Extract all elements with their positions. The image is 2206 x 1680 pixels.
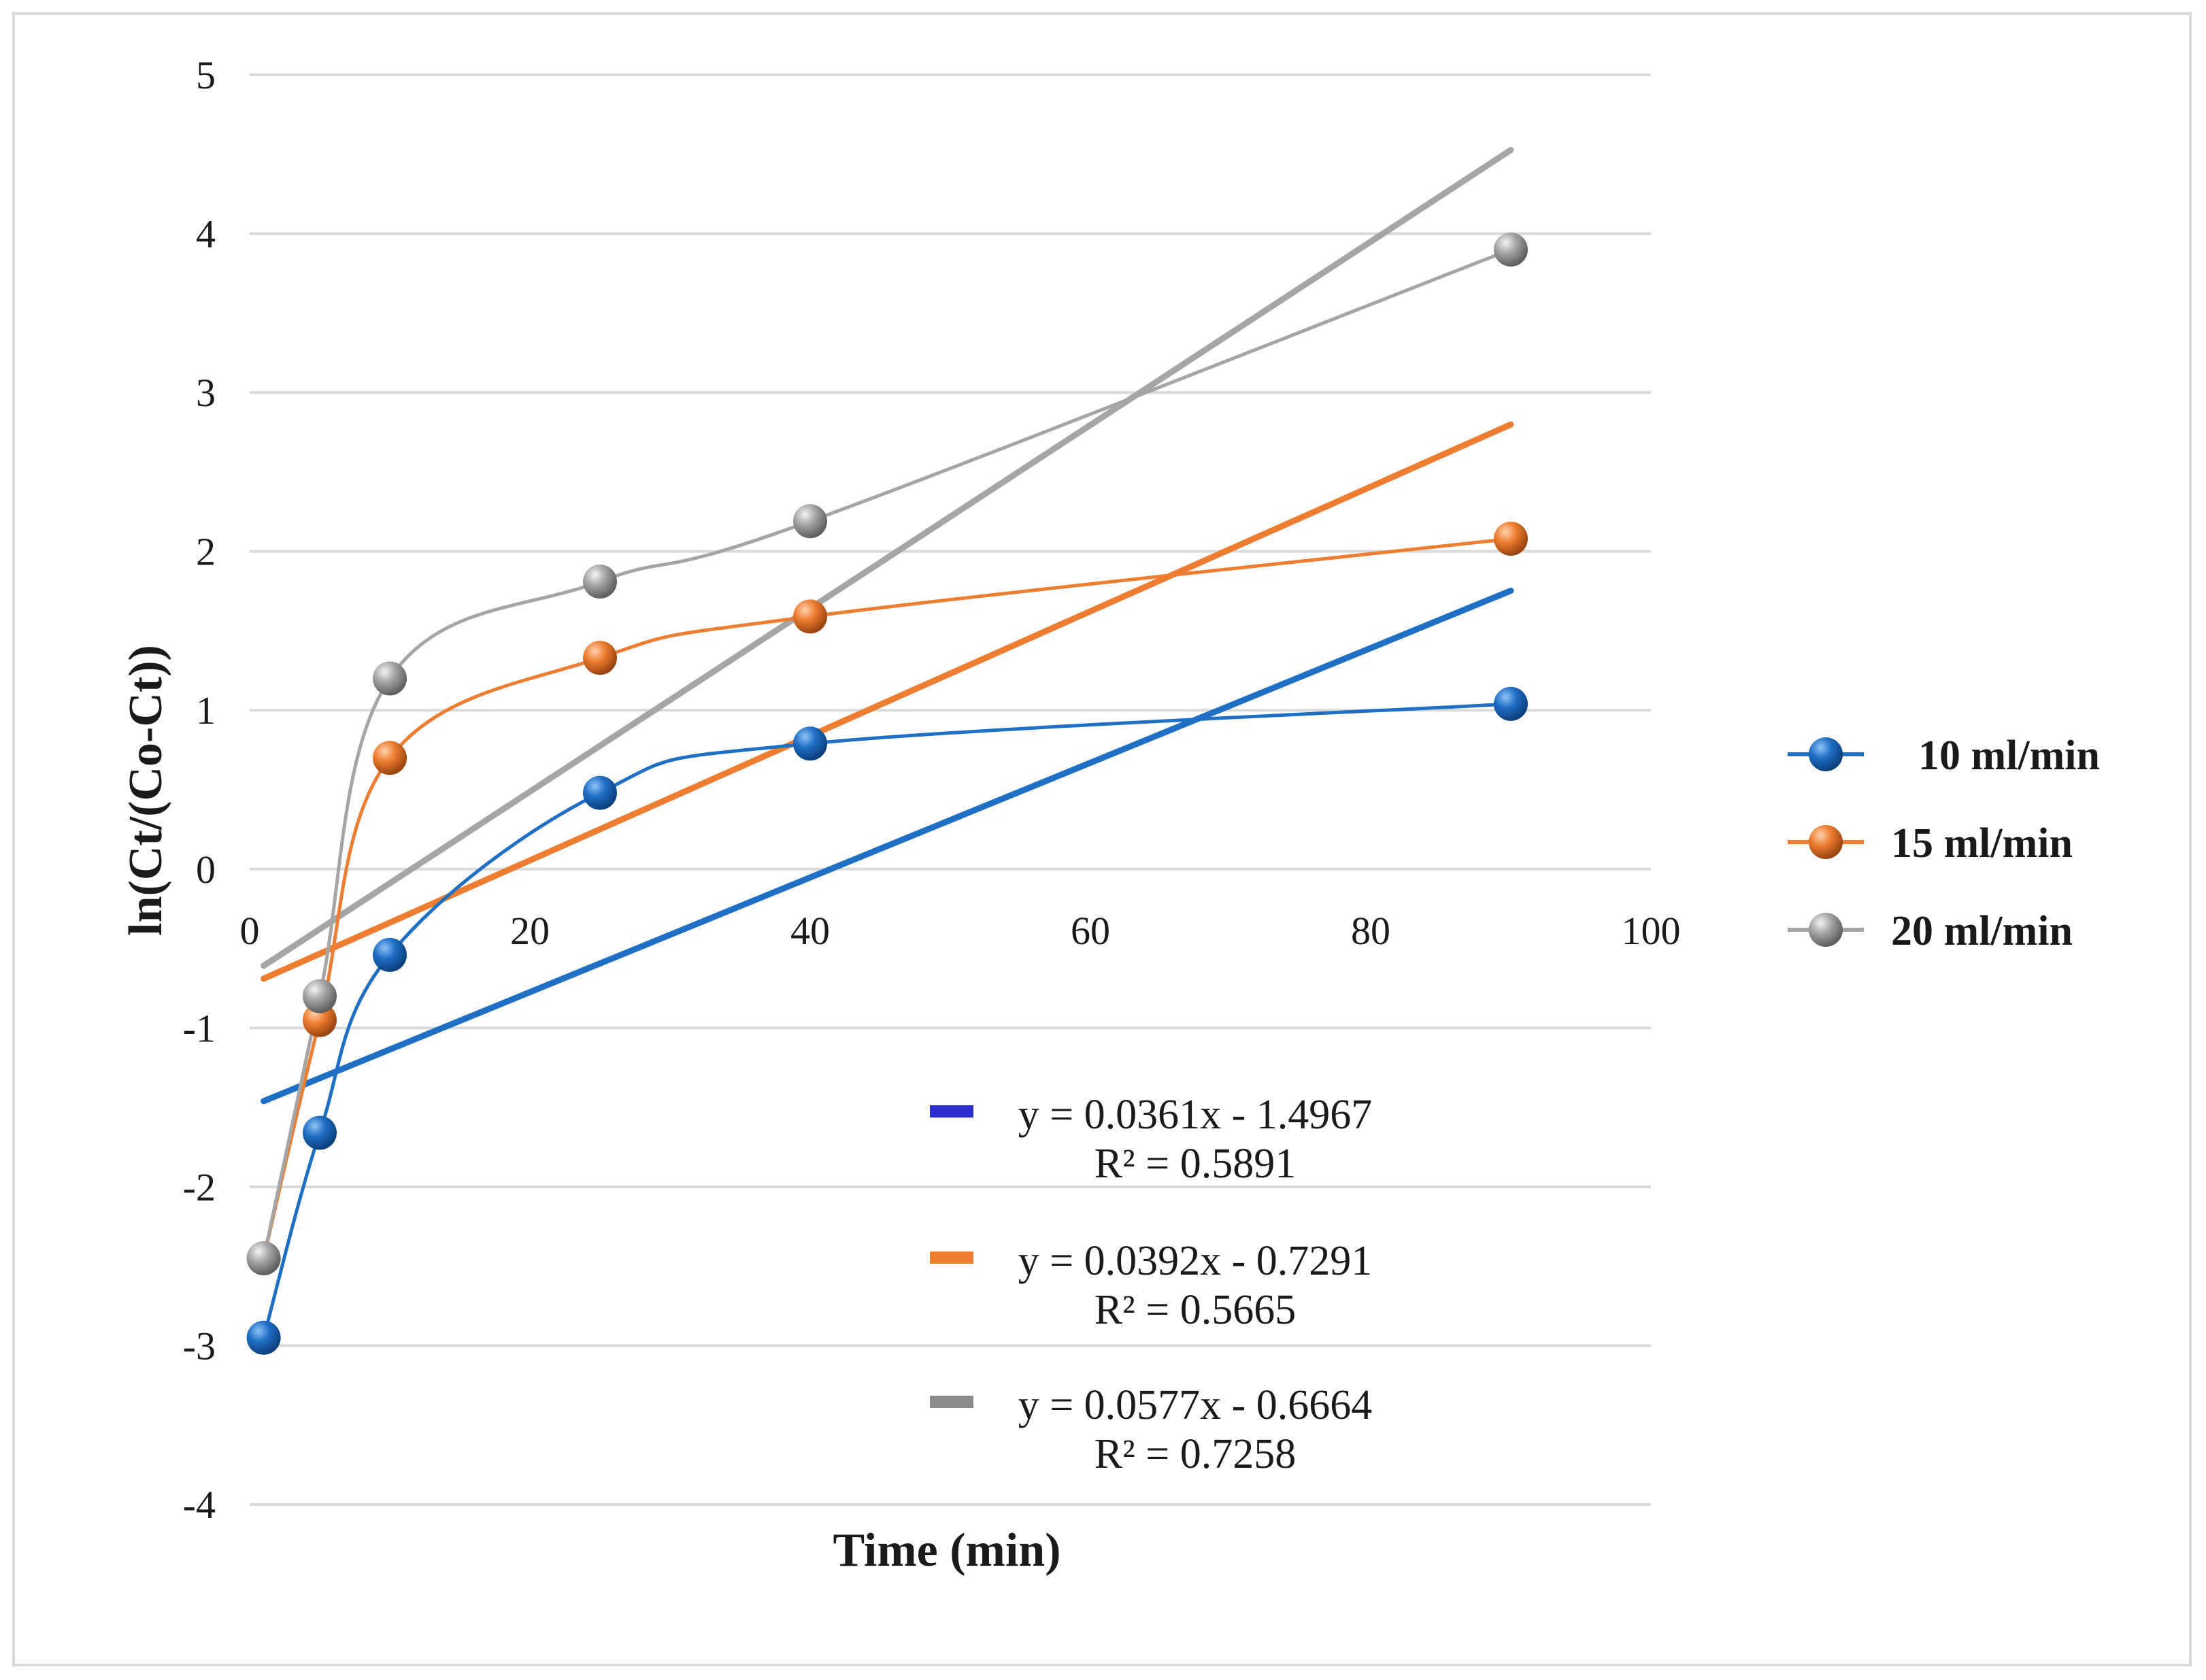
chart-frame: -4 -3 -2 -1 0 1 2 3 4 5 0 20 40 60 80 100 10 ml/min 15 … — [12, 12, 2192, 1666]
legend: 10 ml/min 15 ml/min 20 ml/min — [1788, 733, 2100, 954]
point-series-2 — [373, 661, 407, 696]
legend-label-1: 15 ml/min — [1891, 820, 2073, 867]
data-points — [246, 232, 1528, 1355]
y-tick-label: -4 — [183, 1483, 216, 1527]
point-series-0 — [1494, 686, 1528, 721]
point-series-0 — [303, 1115, 337, 1150]
y-axis-ticks: -4 -3 -2 -1 0 1 2 3 4 5 — [183, 53, 216, 1527]
x-tick-label: 100 — [1622, 909, 1681, 953]
point-series-2 — [1494, 232, 1528, 267]
point-series-1 — [1494, 521, 1528, 556]
trendline-series-0 — [261, 588, 1514, 1105]
point-series-0 — [793, 726, 827, 761]
legend-label-0: 10 ml/min — [1918, 733, 2100, 779]
point-series-1 — [583, 641, 617, 675]
trendline-equation-0: y = 0.0361x - 1.4967 — [1018, 1092, 1373, 1138]
x-tick-label: 20 — [510, 909, 550, 953]
point-series-2 — [303, 979, 337, 1013]
trendline-r2-0: R² = 0.5891 — [1094, 1141, 1296, 1187]
y-tick-label: -1 — [183, 1006, 216, 1050]
point-series-2 — [246, 1241, 281, 1275]
equation-swatch-1 — [930, 1251, 973, 1264]
y-tick-label: -2 — [183, 1165, 216, 1209]
point-series-1 — [303, 1003, 337, 1037]
y-tick-label: 5 — [196, 53, 216, 97]
gridlines — [250, 73, 1651, 1506]
y-tick-label: -3 — [183, 1324, 216, 1368]
trendline-equation-1: y = 0.0392x - 0.7291 — [1018, 1238, 1373, 1284]
y-tick-label: 4 — [196, 212, 216, 256]
y-tick-label: 1 — [196, 688, 216, 733]
x-axis-title: Time (min) — [833, 1524, 1060, 1577]
trendline-series-1 — [261, 421, 1514, 982]
chart-canvas: -4 -3 -2 -1 0 1 2 3 4 5 0 20 40 60 80 100 10 ml/min 15 … — [120, 53, 2100, 1577]
point-series-0 — [246, 1320, 281, 1355]
point-series-1 — [373, 741, 407, 775]
x-tick-label: 0 — [240, 909, 260, 953]
trendline-series-2 — [261, 147, 1514, 969]
point-series-0 — [583, 775, 617, 810]
legend-marker-2 — [1809, 913, 1843, 947]
legend-marker-0 — [1809, 737, 1843, 771]
y-tick-label: 2 — [196, 530, 216, 574]
equation-swatch-0 — [930, 1105, 973, 1118]
point-series-2 — [583, 565, 617, 599]
x-tick-label: 60 — [1071, 909, 1110, 953]
x-tick-label: 40 — [790, 909, 830, 953]
y-tick-label: 0 — [196, 847, 216, 892]
y-tick-label: 3 — [196, 371, 216, 415]
point-series-1 — [793, 599, 827, 634]
trendline-equation-2: y = 0.0577x - 0.6664 — [1018, 1382, 1373, 1428]
trendline-r2-2: R² = 0.7258 — [1094, 1431, 1296, 1477]
x-tick-label: 80 — [1351, 909, 1390, 953]
legend-marker-1 — [1809, 825, 1843, 859]
y-axis-title: ln(Ct/(Co-Ct)) — [120, 645, 172, 936]
trendline-r2-1: R² = 0.5665 — [1094, 1287, 1296, 1333]
trendlines — [261, 147, 1514, 1105]
point-series-2 — [793, 504, 827, 539]
x-axis-ticks: 0 20 40 60 80 100 — [240, 909, 1681, 953]
legend-label-2: 20 ml/min — [1891, 908, 2073, 954]
equation-swatch-2 — [930, 1396, 973, 1408]
point-series-0 — [373, 937, 407, 972]
series-curves — [262, 248, 1511, 1339]
